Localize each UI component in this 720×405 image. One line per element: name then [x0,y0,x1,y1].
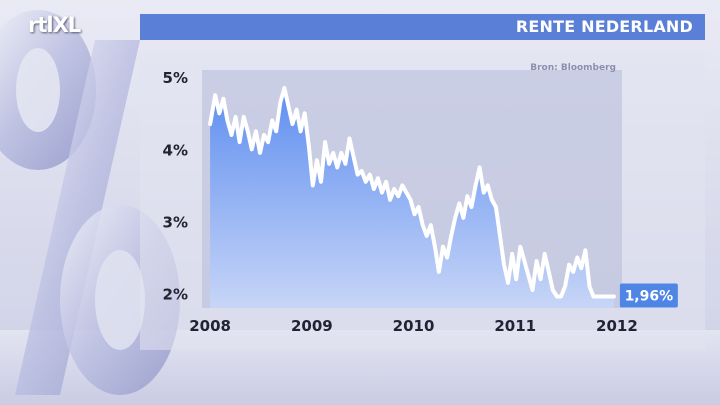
source-label: Bron: Bloomberg [530,63,616,73]
series-area [210,88,614,308]
y-tick-label: 2% [163,286,188,304]
x-tick-label: 2012 [596,317,638,335]
series-line [208,86,616,299]
y-tick-label: 3% [163,213,188,231]
y-tick-label: 4% [163,141,188,159]
header-bar: RENTE NEDERLAND [140,14,705,40]
y-tick-label: 5% [163,69,188,87]
channel-logo: rtlXL [28,13,81,37]
end-value-label: 1,96% [625,288,674,304]
x-tick-label: 2010 [393,317,435,335]
page-title: RENTE NEDERLAND [515,17,693,36]
x-tick-label: 2008 [189,317,231,335]
x-tick-label: 2011 [494,317,536,335]
x-tick-label: 2009 [291,317,333,335]
end-value-badge [619,283,678,308]
